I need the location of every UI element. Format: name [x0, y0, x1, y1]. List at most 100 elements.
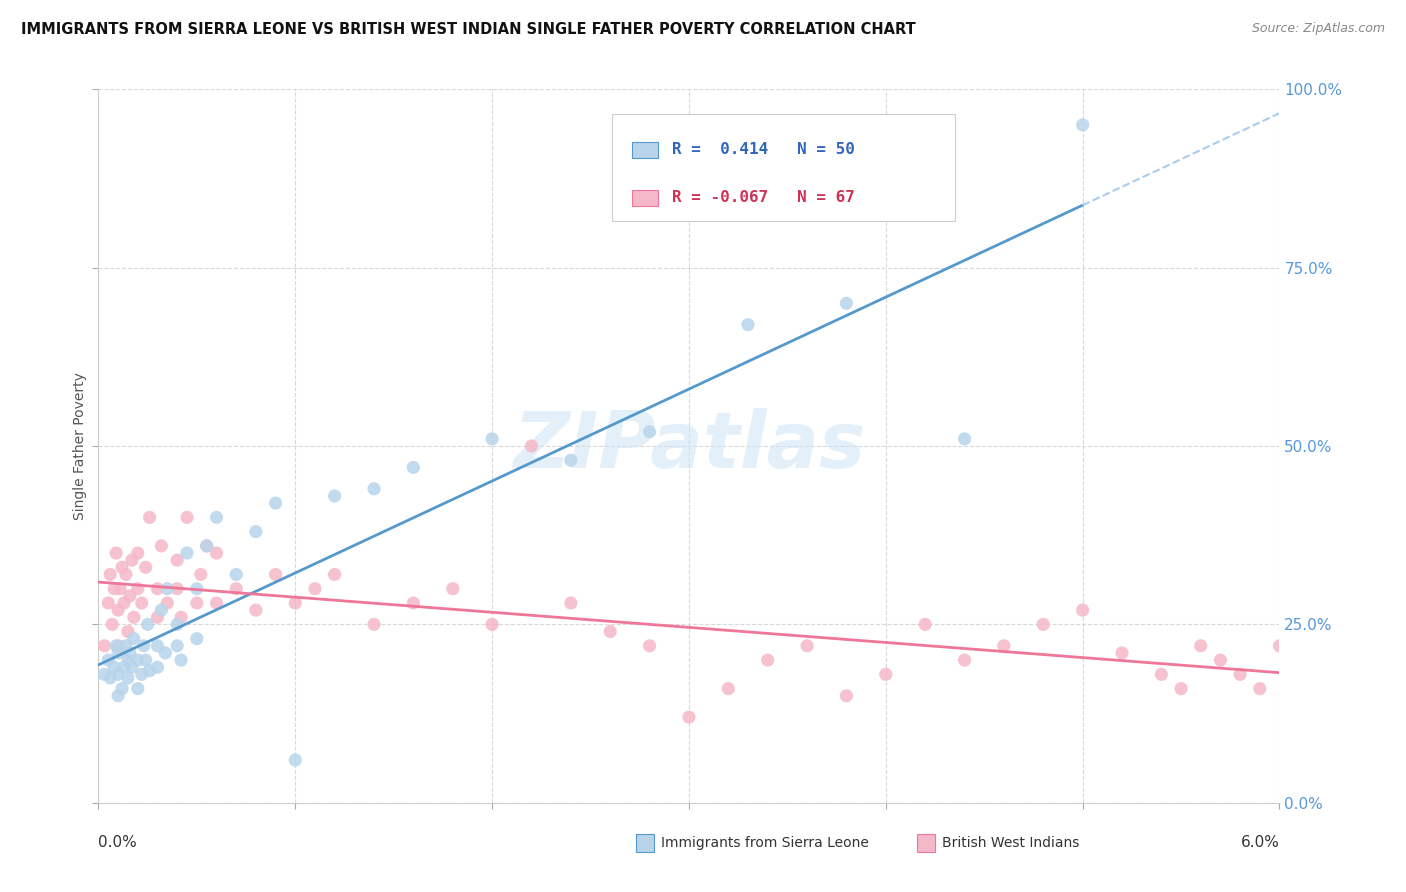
Point — [284, 596, 307, 610]
Bar — [633, 190, 658, 205]
Point — [105, 639, 128, 653]
Point — [993, 639, 1015, 653]
Point — [205, 510, 228, 524]
Point — [138, 510, 160, 524]
Point — [118, 646, 141, 660]
Point — [138, 664, 160, 678]
Point — [1268, 639, 1291, 653]
Point — [136, 617, 159, 632]
Point — [132, 639, 155, 653]
Point — [97, 653, 120, 667]
Point — [1209, 653, 1232, 667]
Point — [166, 639, 188, 653]
Text: Source: ZipAtlas.com: Source: ZipAtlas.com — [1251, 22, 1385, 36]
Point — [186, 582, 208, 596]
Point — [146, 610, 169, 624]
Point — [127, 582, 149, 596]
Point — [323, 567, 346, 582]
Text: R = -0.067   N = 67: R = -0.067 N = 67 — [672, 190, 855, 205]
Point — [111, 681, 134, 696]
Point — [166, 553, 188, 567]
Point — [98, 671, 121, 685]
Point — [107, 646, 129, 660]
Point — [1111, 646, 1133, 660]
Point — [150, 539, 173, 553]
Point — [97, 596, 120, 610]
Point — [170, 653, 193, 667]
Point — [176, 510, 198, 524]
Point — [225, 582, 247, 596]
Point — [914, 617, 936, 632]
Point — [117, 671, 139, 685]
Point — [1189, 639, 1212, 653]
Point — [195, 539, 218, 553]
Point — [131, 596, 153, 610]
Point — [737, 318, 759, 332]
Point — [402, 460, 425, 475]
Point — [481, 617, 503, 632]
Point — [111, 560, 134, 574]
Text: IMMIGRANTS FROM SIERRA LEONE VS BRITISH WEST INDIAN SINGLE FATHER POVERTY CORREL: IMMIGRANTS FROM SIERRA LEONE VS BRITISH … — [21, 22, 915, 37]
Point — [190, 567, 212, 582]
Point — [638, 639, 661, 653]
Point — [560, 453, 582, 467]
Point — [875, 667, 897, 681]
Point — [146, 639, 169, 653]
Point — [105, 546, 128, 560]
Point — [1071, 118, 1094, 132]
Point — [155, 646, 177, 660]
Point — [953, 653, 976, 667]
Text: British West Indians: British West Indians — [942, 836, 1080, 850]
Point — [481, 432, 503, 446]
Point — [520, 439, 543, 453]
Point — [118, 589, 141, 603]
Point — [146, 582, 169, 596]
FancyBboxPatch shape — [612, 114, 955, 221]
Text: 6.0%: 6.0% — [1240, 835, 1279, 850]
Point — [121, 553, 143, 567]
Point — [195, 539, 218, 553]
Point — [245, 524, 267, 539]
Point — [101, 617, 124, 632]
Point — [1229, 667, 1251, 681]
Point — [135, 653, 157, 667]
Text: ZIPatlas: ZIPatlas — [513, 408, 865, 484]
Point — [323, 489, 346, 503]
Point — [150, 603, 173, 617]
Point — [156, 582, 179, 596]
Point — [717, 681, 740, 696]
Point — [1071, 603, 1094, 617]
Point — [127, 546, 149, 560]
Point — [112, 660, 135, 674]
Point — [103, 582, 125, 596]
Point — [205, 546, 228, 560]
Point — [156, 596, 179, 610]
Point — [1170, 681, 1192, 696]
Point — [264, 496, 287, 510]
Point — [117, 624, 139, 639]
Point — [115, 567, 138, 582]
Point — [599, 624, 621, 639]
Point — [441, 582, 464, 596]
Point — [264, 567, 287, 582]
Y-axis label: Single Father Poverty: Single Father Poverty — [73, 372, 87, 520]
Point — [186, 596, 208, 610]
Point — [638, 425, 661, 439]
Point — [122, 610, 145, 624]
Point — [363, 482, 385, 496]
Point — [127, 653, 149, 667]
Point — [93, 639, 115, 653]
Point — [127, 681, 149, 696]
Point — [115, 639, 138, 653]
Text: 0.0%: 0.0% — [98, 835, 138, 850]
Point — [121, 660, 143, 674]
Point — [107, 639, 129, 653]
Point — [1032, 617, 1054, 632]
Point — [953, 432, 976, 446]
Point — [122, 632, 145, 646]
Point — [225, 567, 247, 582]
Point — [186, 632, 208, 646]
Text: R =  0.414   N = 50: R = 0.414 N = 50 — [672, 142, 855, 157]
Point — [304, 582, 326, 596]
Point — [205, 596, 228, 610]
